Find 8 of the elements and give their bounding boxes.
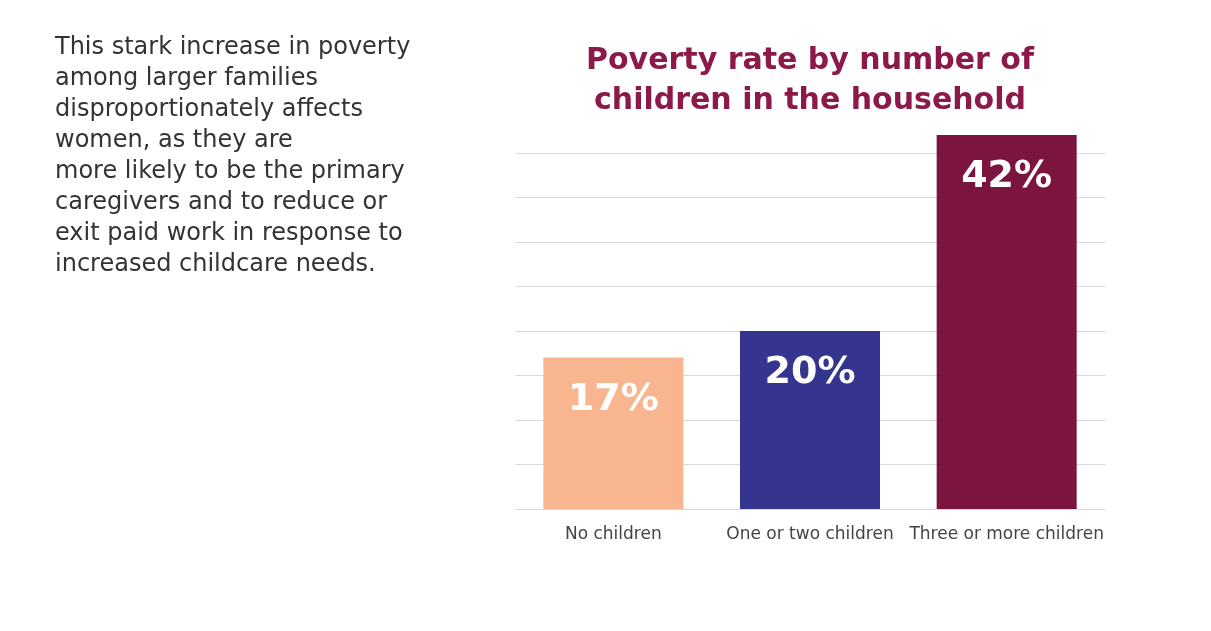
data-label: 42% xyxy=(961,152,1053,196)
text: This stark increase in poverty among larger families disproportionately affects women, as they are more likely to be the primary caregivers and to reduce or exit paid work in response to increased childcare needs. xyxy=(54,32,411,277)
chart-title: Poverty rate by number of children in the household xyxy=(586,41,1035,116)
x-tick-label: No children xyxy=(564,522,662,543)
x-tick-label: Three or more children xyxy=(908,522,1104,543)
x-tick-label: One or two children xyxy=(726,522,894,543)
data-label: 17% xyxy=(567,374,659,419)
data-label: 20% xyxy=(764,347,856,392)
